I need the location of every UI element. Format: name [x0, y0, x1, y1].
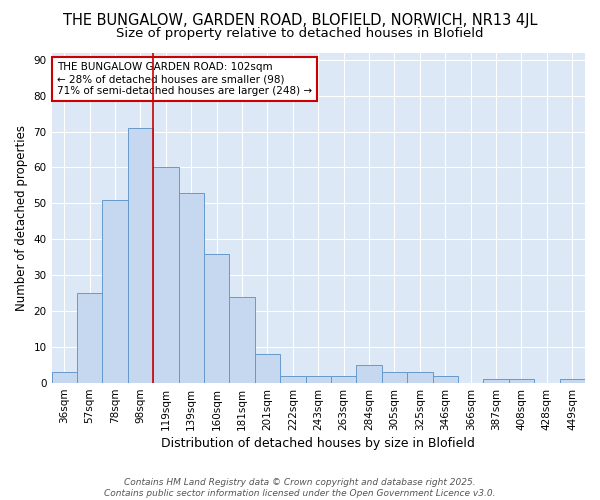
Bar — [484, 380, 509, 383]
Bar — [77, 293, 103, 383]
Bar — [331, 376, 356, 383]
Bar — [229, 297, 255, 383]
Bar — [280, 376, 305, 383]
Bar — [433, 376, 458, 383]
Bar — [204, 254, 229, 383]
Text: Size of property relative to detached houses in Blofield: Size of property relative to detached ho… — [116, 28, 484, 40]
Bar — [382, 372, 407, 383]
Bar — [356, 365, 382, 383]
Bar — [509, 380, 534, 383]
Bar — [179, 192, 204, 383]
Bar — [52, 372, 77, 383]
Bar — [560, 380, 585, 383]
Bar — [305, 376, 331, 383]
Bar — [128, 128, 153, 383]
Text: THE BUNGALOW GARDEN ROAD: 102sqm
← 28% of detached houses are smaller (98)
71% o: THE BUNGALOW GARDEN ROAD: 102sqm ← 28% o… — [57, 62, 312, 96]
Bar — [103, 200, 128, 383]
Bar — [407, 372, 433, 383]
X-axis label: Distribution of detached houses by size in Blofield: Distribution of detached houses by size … — [161, 437, 475, 450]
Y-axis label: Number of detached properties: Number of detached properties — [15, 125, 28, 311]
Text: Contains HM Land Registry data © Crown copyright and database right 2025.
Contai: Contains HM Land Registry data © Crown c… — [104, 478, 496, 498]
Bar — [153, 168, 179, 383]
Text: THE BUNGALOW, GARDEN ROAD, BLOFIELD, NORWICH, NR13 4JL: THE BUNGALOW, GARDEN ROAD, BLOFIELD, NOR… — [63, 12, 537, 28]
Bar — [255, 354, 280, 383]
